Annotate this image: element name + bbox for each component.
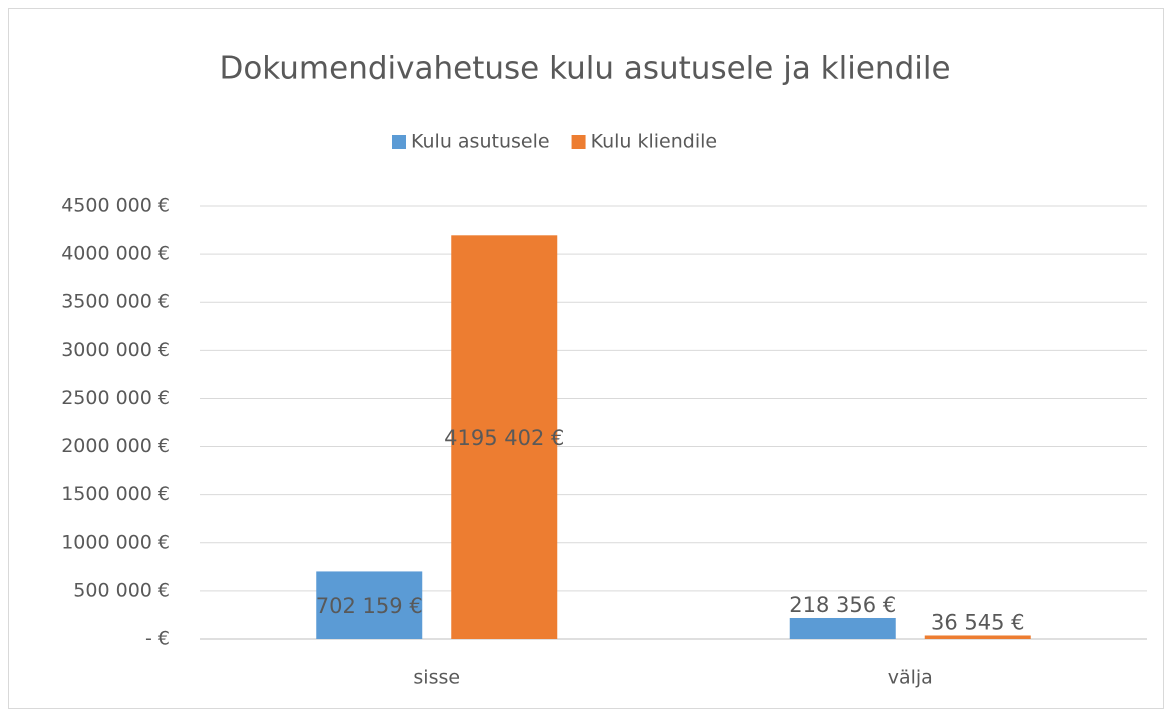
legend-swatch bbox=[392, 135, 406, 149]
y-tick-label: 4000 000 € bbox=[61, 243, 170, 265]
data-label: 702 159 € bbox=[316, 594, 423, 618]
y-tick-label: 2500 000 € bbox=[61, 387, 170, 409]
y-tick-label: 4500 000 € bbox=[61, 195, 170, 217]
data-label: 4195 402 € bbox=[444, 426, 564, 450]
y-tick-label: 2000 000 € bbox=[61, 435, 170, 457]
data-label: 218 356 € bbox=[789, 593, 896, 617]
bar bbox=[316, 571, 423, 639]
bar bbox=[789, 617, 896, 639]
bar bbox=[451, 235, 558, 640]
bar bbox=[924, 635, 1031, 639]
y-tick-label: 3000 000 € bbox=[61, 339, 170, 361]
x-tick-label: välja bbox=[888, 667, 933, 689]
y-tick-label: 1500 000 € bbox=[61, 483, 170, 505]
chart-border bbox=[8, 8, 1164, 709]
y-tick-label: 500 000 € bbox=[73, 579, 170, 601]
legend-swatch bbox=[571, 135, 586, 149]
x-tick-label: sisse bbox=[413, 667, 460, 689]
chart-title: Dokumendivahetuse kulu asutusele ja klie… bbox=[219, 51, 950, 87]
legend-label: Kulu asutusele bbox=[411, 131, 550, 153]
y-tick-label: 1000 000 € bbox=[61, 531, 170, 553]
y-tick-label: - € bbox=[145, 628, 170, 650]
legend-label: Kulu kliendile bbox=[591, 131, 718, 153]
y-tick-label: 3500 000 € bbox=[61, 291, 170, 313]
data-label: 36 545 € bbox=[931, 610, 1025, 634]
